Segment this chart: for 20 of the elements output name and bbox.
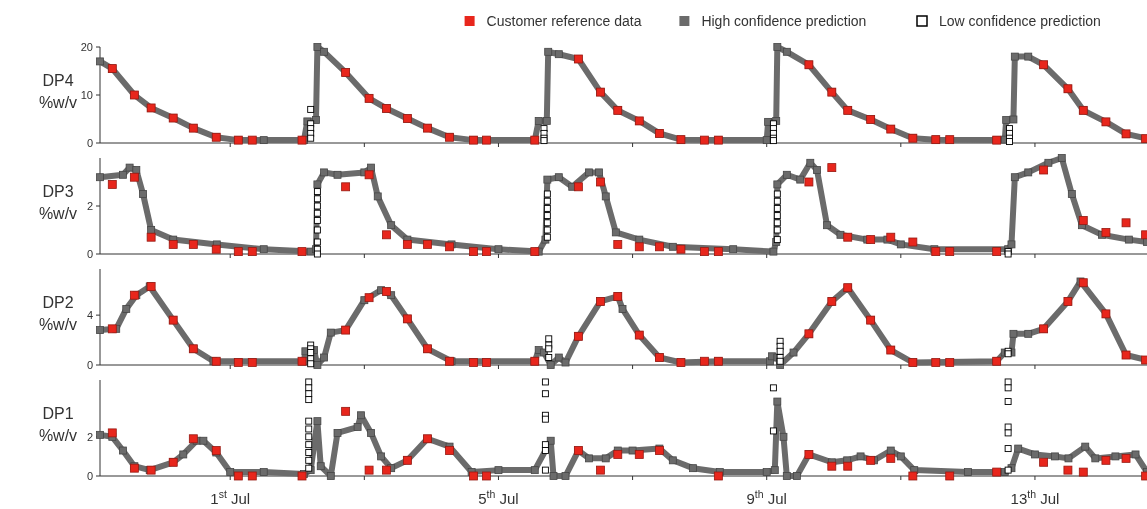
y-tick-label: 0 (86, 469, 93, 482)
y-tick-label: 0 (86, 247, 93, 260)
legend-label: High confidence prediction (701, 12, 867, 29)
y-tick-label: 0 (86, 358, 93, 371)
y-tick-label: 10 (80, 88, 93, 101)
x-tick-label: 9$^{th}$ Jul (746, 488, 787, 507)
x-tick-label: 5$^{th}$ Jul (478, 488, 519, 507)
y-tick-label: 2 (86, 199, 93, 212)
y-axis-title: DP4 %w/v (38, 72, 78, 111)
y-axis-title: DP3 %w/v (38, 183, 78, 222)
legend-label: Low confidence prediction (939, 12, 1101, 29)
legend-label: Customer reference data (486, 12, 642, 29)
y-tick-label: 0 (86, 136, 93, 149)
x-tick-label: 1$^{st}$ Jul (210, 488, 251, 507)
y-axis-title: DP1 %w/v (38, 405, 78, 444)
y-axis-title: DP2 %w/v (38, 294, 78, 333)
x-tick-label: 13$^{th}$ Jul (1010, 488, 1060, 507)
y-tick-label: 2 (86, 430, 93, 443)
y-tick-label: 20 (80, 40, 93, 53)
y-tick-label: 4 (86, 308, 93, 321)
